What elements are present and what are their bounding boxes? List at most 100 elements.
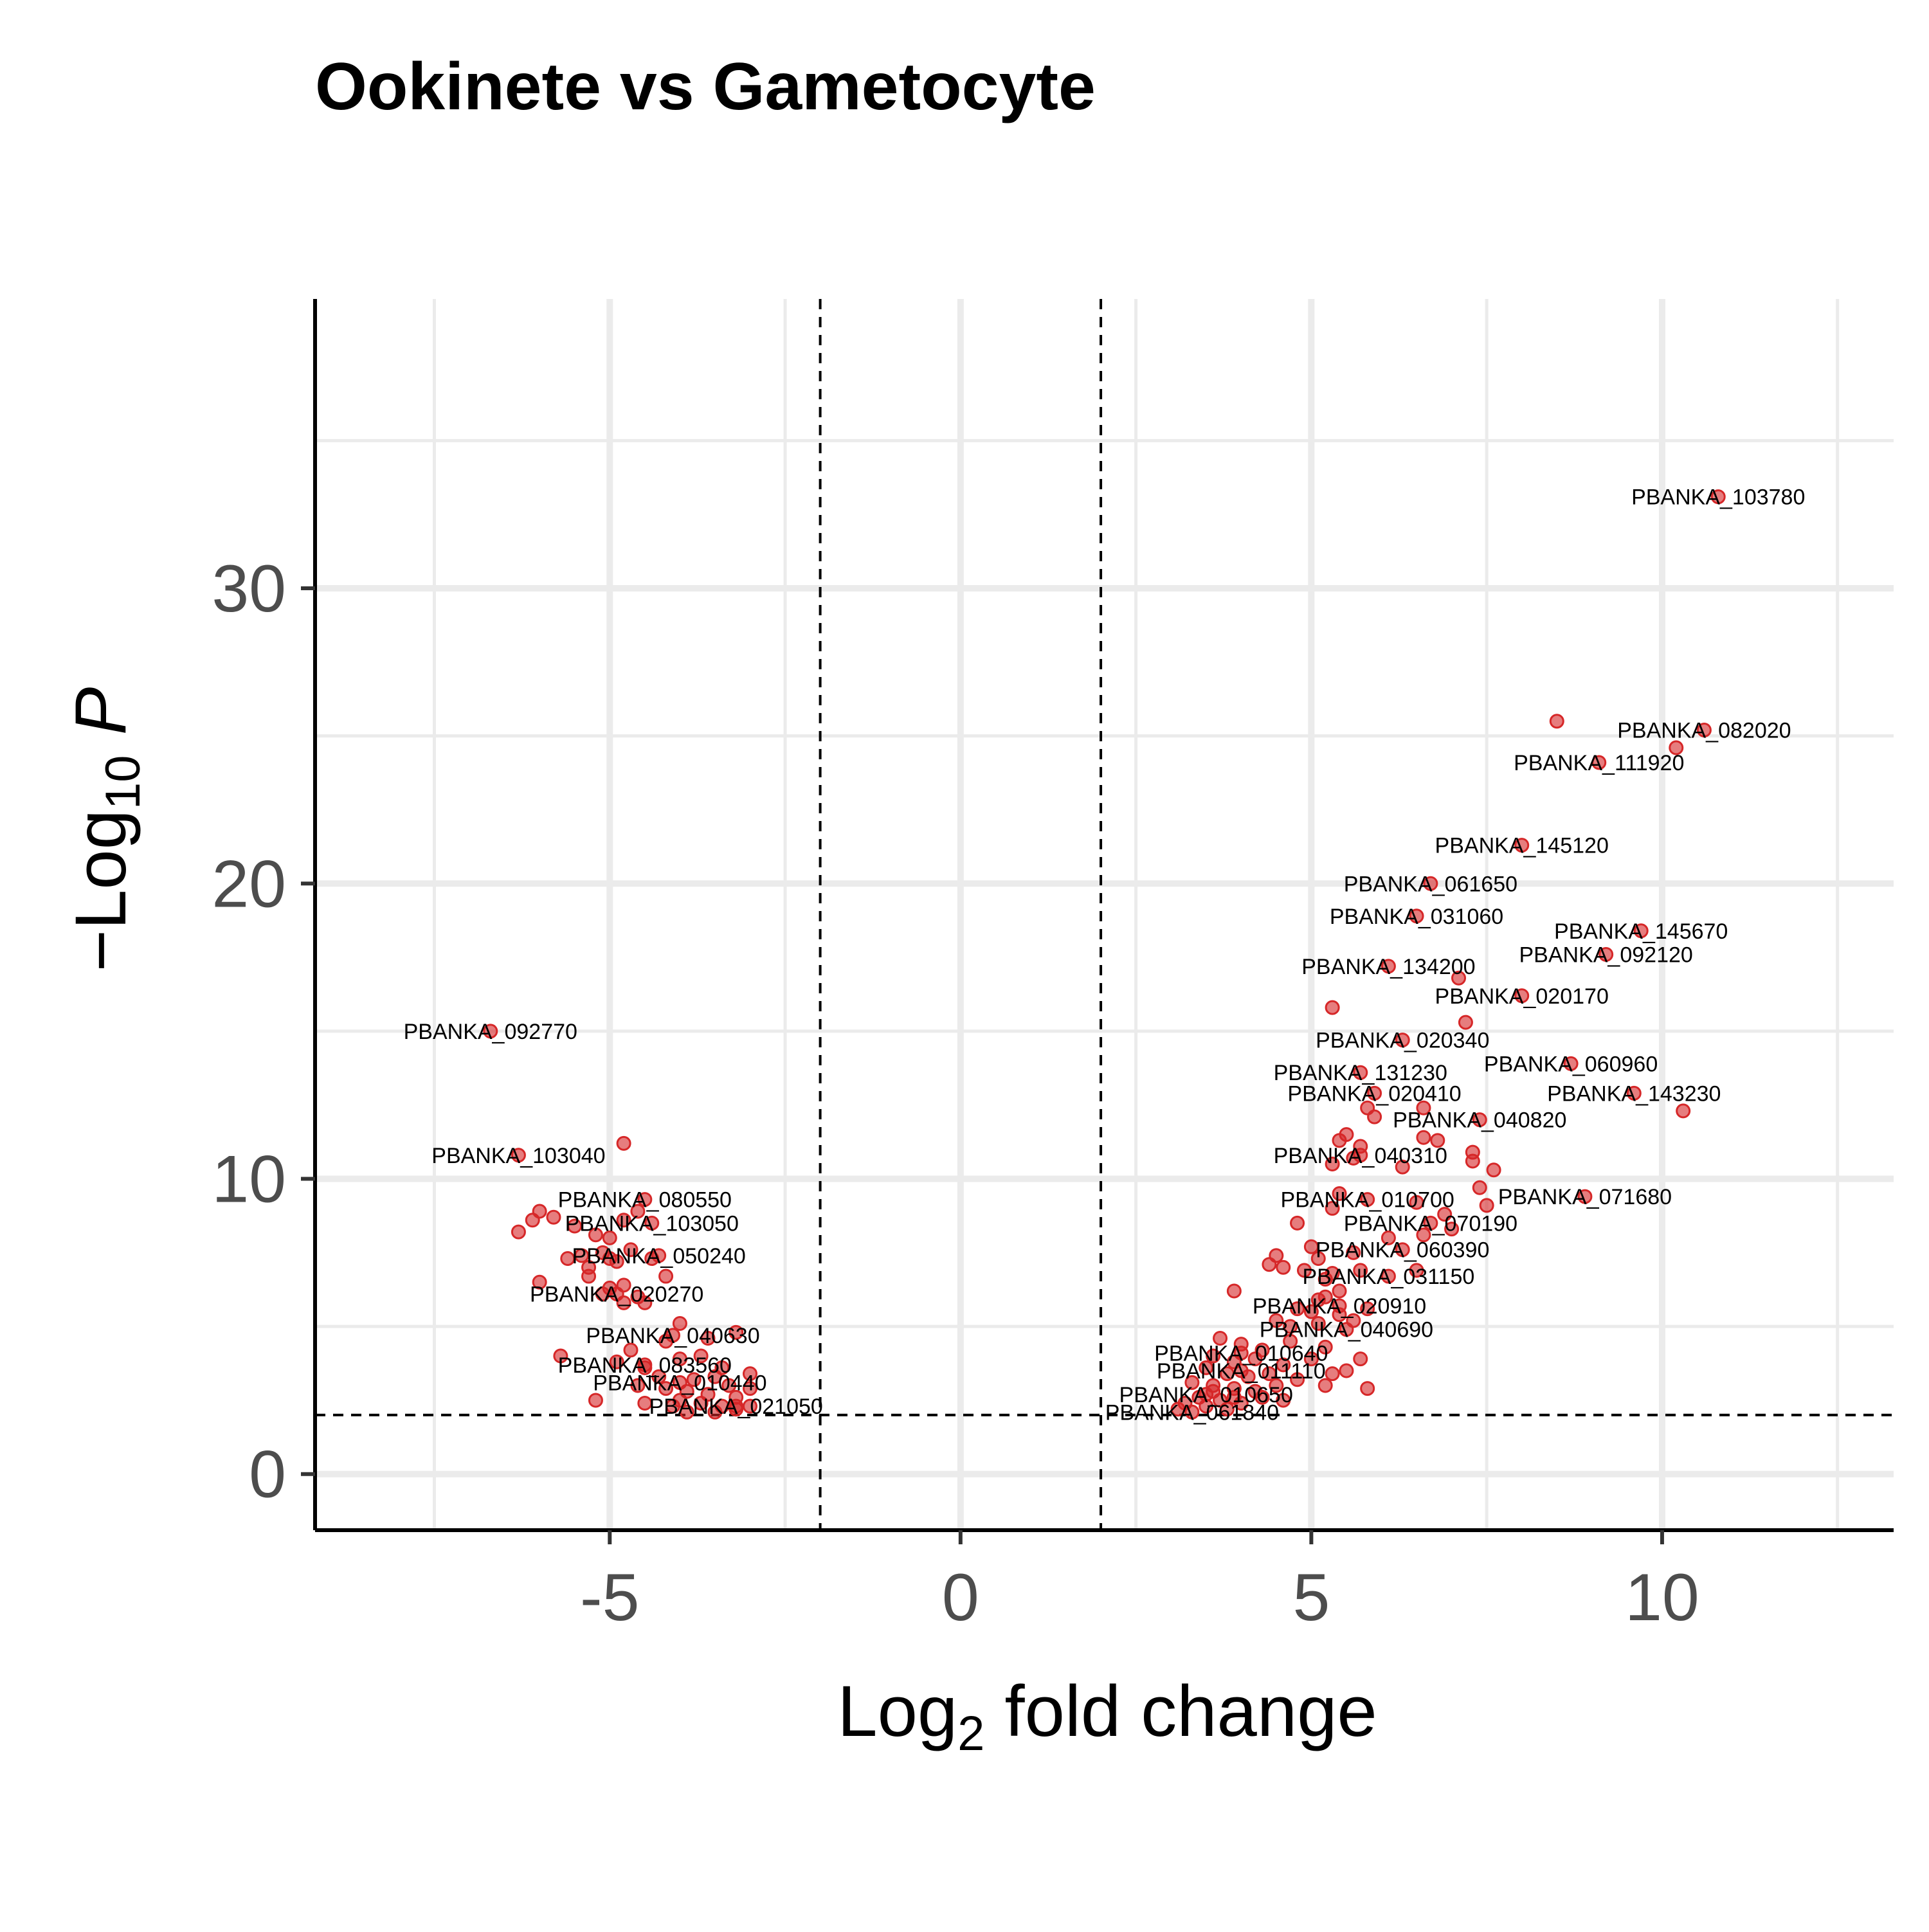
point-label: PBANKA_145670 [1554, 919, 1728, 944]
data-point [1262, 1257, 1277, 1272]
data-point [1423, 1215, 1438, 1231]
y-axis-title-sub: 10 [96, 755, 150, 810]
chart-title: Ookinete vs Gametocyte [315, 50, 1096, 124]
data-point [1233, 1345, 1249, 1360]
data-point [1626, 1085, 1642, 1101]
data-point [1339, 1363, 1354, 1378]
data-point [1633, 923, 1649, 939]
data-point [1219, 1402, 1235, 1417]
data-point [1199, 1387, 1214, 1402]
data-point [1381, 959, 1396, 974]
point-label: PBANKA_083560 [558, 1353, 732, 1378]
data-points [483, 489, 1726, 1420]
data-point [1486, 1162, 1501, 1178]
data-point [686, 1372, 702, 1387]
point-label: PBANKA_080550 [558, 1188, 732, 1213]
data-point [602, 1230, 617, 1245]
data-point [1219, 1366, 1235, 1382]
data-point [1514, 838, 1530, 853]
data-point [1395, 1033, 1410, 1048]
data-point [1367, 1109, 1382, 1124]
y-tick-label: 10 [212, 1142, 286, 1217]
axes: -5 0 5 10 0 10 20 30 [212, 299, 1894, 1635]
data-point [609, 1286, 624, 1302]
data-point [1472, 1112, 1487, 1128]
data-point [658, 1268, 674, 1284]
data-point [1465, 1153, 1480, 1169]
data-point [742, 1381, 757, 1396]
point-labels: PBANKA_103780 PBANKA_082020 PBANKA_111920 P… [404, 485, 1806, 1425]
data-point [1283, 1333, 1298, 1349]
point-label: PBANKA_103780 [1631, 485, 1805, 510]
data-point [1479, 1198, 1494, 1213]
data-point [1360, 1192, 1375, 1207]
point-label: PBANKA_031150 [1303, 1265, 1475, 1289]
data-point [1332, 1186, 1347, 1201]
data-point [1472, 1180, 1487, 1195]
data-point [1310, 1251, 1326, 1267]
data-point [1247, 1351, 1263, 1367]
point-label: PBANKA_070190 [1344, 1211, 1517, 1236]
data-point [1360, 1301, 1375, 1317]
point-label: PBANKA_040690 [1260, 1318, 1433, 1342]
data-point [1563, 1056, 1579, 1071]
point-label: PBANKA_020910 [1253, 1294, 1426, 1319]
data-point [511, 1148, 526, 1163]
data-point [1416, 1227, 1431, 1243]
data-point [1696, 722, 1712, 737]
point-label: PBANKA_071680 [1498, 1185, 1672, 1209]
x-axis-title: Log2 fold change [837, 1671, 1377, 1761]
data-point [532, 1204, 547, 1219]
y-tick-label: 0 [249, 1438, 286, 1512]
data-point [1276, 1357, 1291, 1373]
threshold-lines [315, 299, 1894, 1530]
data-point [609, 1354, 624, 1369]
data-point [1332, 1298, 1347, 1314]
data-point [1409, 1195, 1424, 1210]
data-point [665, 1398, 680, 1414]
y-tick-label: 20 [212, 847, 286, 921]
point-label: PBANKA_143230 [1547, 1081, 1721, 1106]
data-point [1416, 1100, 1431, 1115]
point-label: PBANKA_103050 [565, 1211, 739, 1236]
data-point [729, 1398, 744, 1414]
data-point [693, 1348, 709, 1364]
data-point [1325, 1366, 1340, 1382]
point-label: PBANKA_145120 [1435, 834, 1609, 858]
data-point [1226, 1283, 1242, 1299]
point-label: PBANKA_010640 [1154, 1341, 1328, 1366]
data-point [623, 1242, 638, 1258]
point-label: PBANKA_020340 [1316, 1029, 1489, 1053]
data-point [1430, 1133, 1445, 1148]
data-point [1283, 1319, 1298, 1334]
data-point [721, 1378, 737, 1393]
data-point [742, 1366, 757, 1382]
data-point [1199, 1360, 1214, 1375]
data-point [581, 1268, 597, 1284]
data-point [1290, 1215, 1305, 1231]
data-point [1458, 1015, 1473, 1030]
data-point [1353, 1148, 1368, 1163]
point-label: PBANKA_060960 [1484, 1052, 1658, 1076]
data-point [1549, 714, 1564, 729]
data-point [553, 1348, 568, 1364]
x-tick-label: 5 [1292, 1560, 1330, 1635]
data-point [1206, 1348, 1221, 1364]
data-point [588, 1393, 603, 1408]
data-point [672, 1351, 687, 1367]
data-point [1269, 1313, 1284, 1328]
point-label: PBANKA_092770 [404, 1020, 577, 1044]
data-point [1367, 1085, 1382, 1101]
data-point [630, 1378, 646, 1393]
data-point [616, 1213, 631, 1228]
data-point [1409, 1263, 1424, 1278]
data-point [1591, 755, 1607, 770]
point-label: PBANKA_020270 [530, 1283, 703, 1307]
data-point [1577, 1189, 1593, 1204]
data-point [637, 1396, 653, 1411]
data-point [1332, 1283, 1347, 1299]
point-label: PBANKA_010650 [1119, 1383, 1293, 1407]
data-point [742, 1398, 757, 1414]
data-point [1332, 1133, 1347, 1148]
data-point [729, 1324, 744, 1340]
